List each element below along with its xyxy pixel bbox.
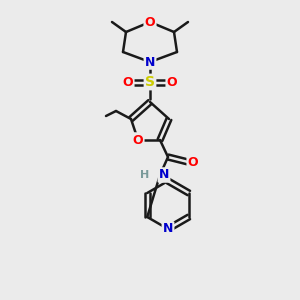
Text: O: O bbox=[145, 16, 155, 28]
Text: O: O bbox=[133, 134, 143, 146]
Text: O: O bbox=[167, 76, 177, 88]
Text: N: N bbox=[163, 223, 173, 236]
Text: N: N bbox=[145, 56, 155, 68]
Text: S: S bbox=[145, 75, 155, 89]
Text: H: H bbox=[140, 170, 150, 180]
Text: O: O bbox=[123, 76, 133, 88]
Text: N: N bbox=[159, 169, 169, 182]
Text: O: O bbox=[188, 155, 198, 169]
